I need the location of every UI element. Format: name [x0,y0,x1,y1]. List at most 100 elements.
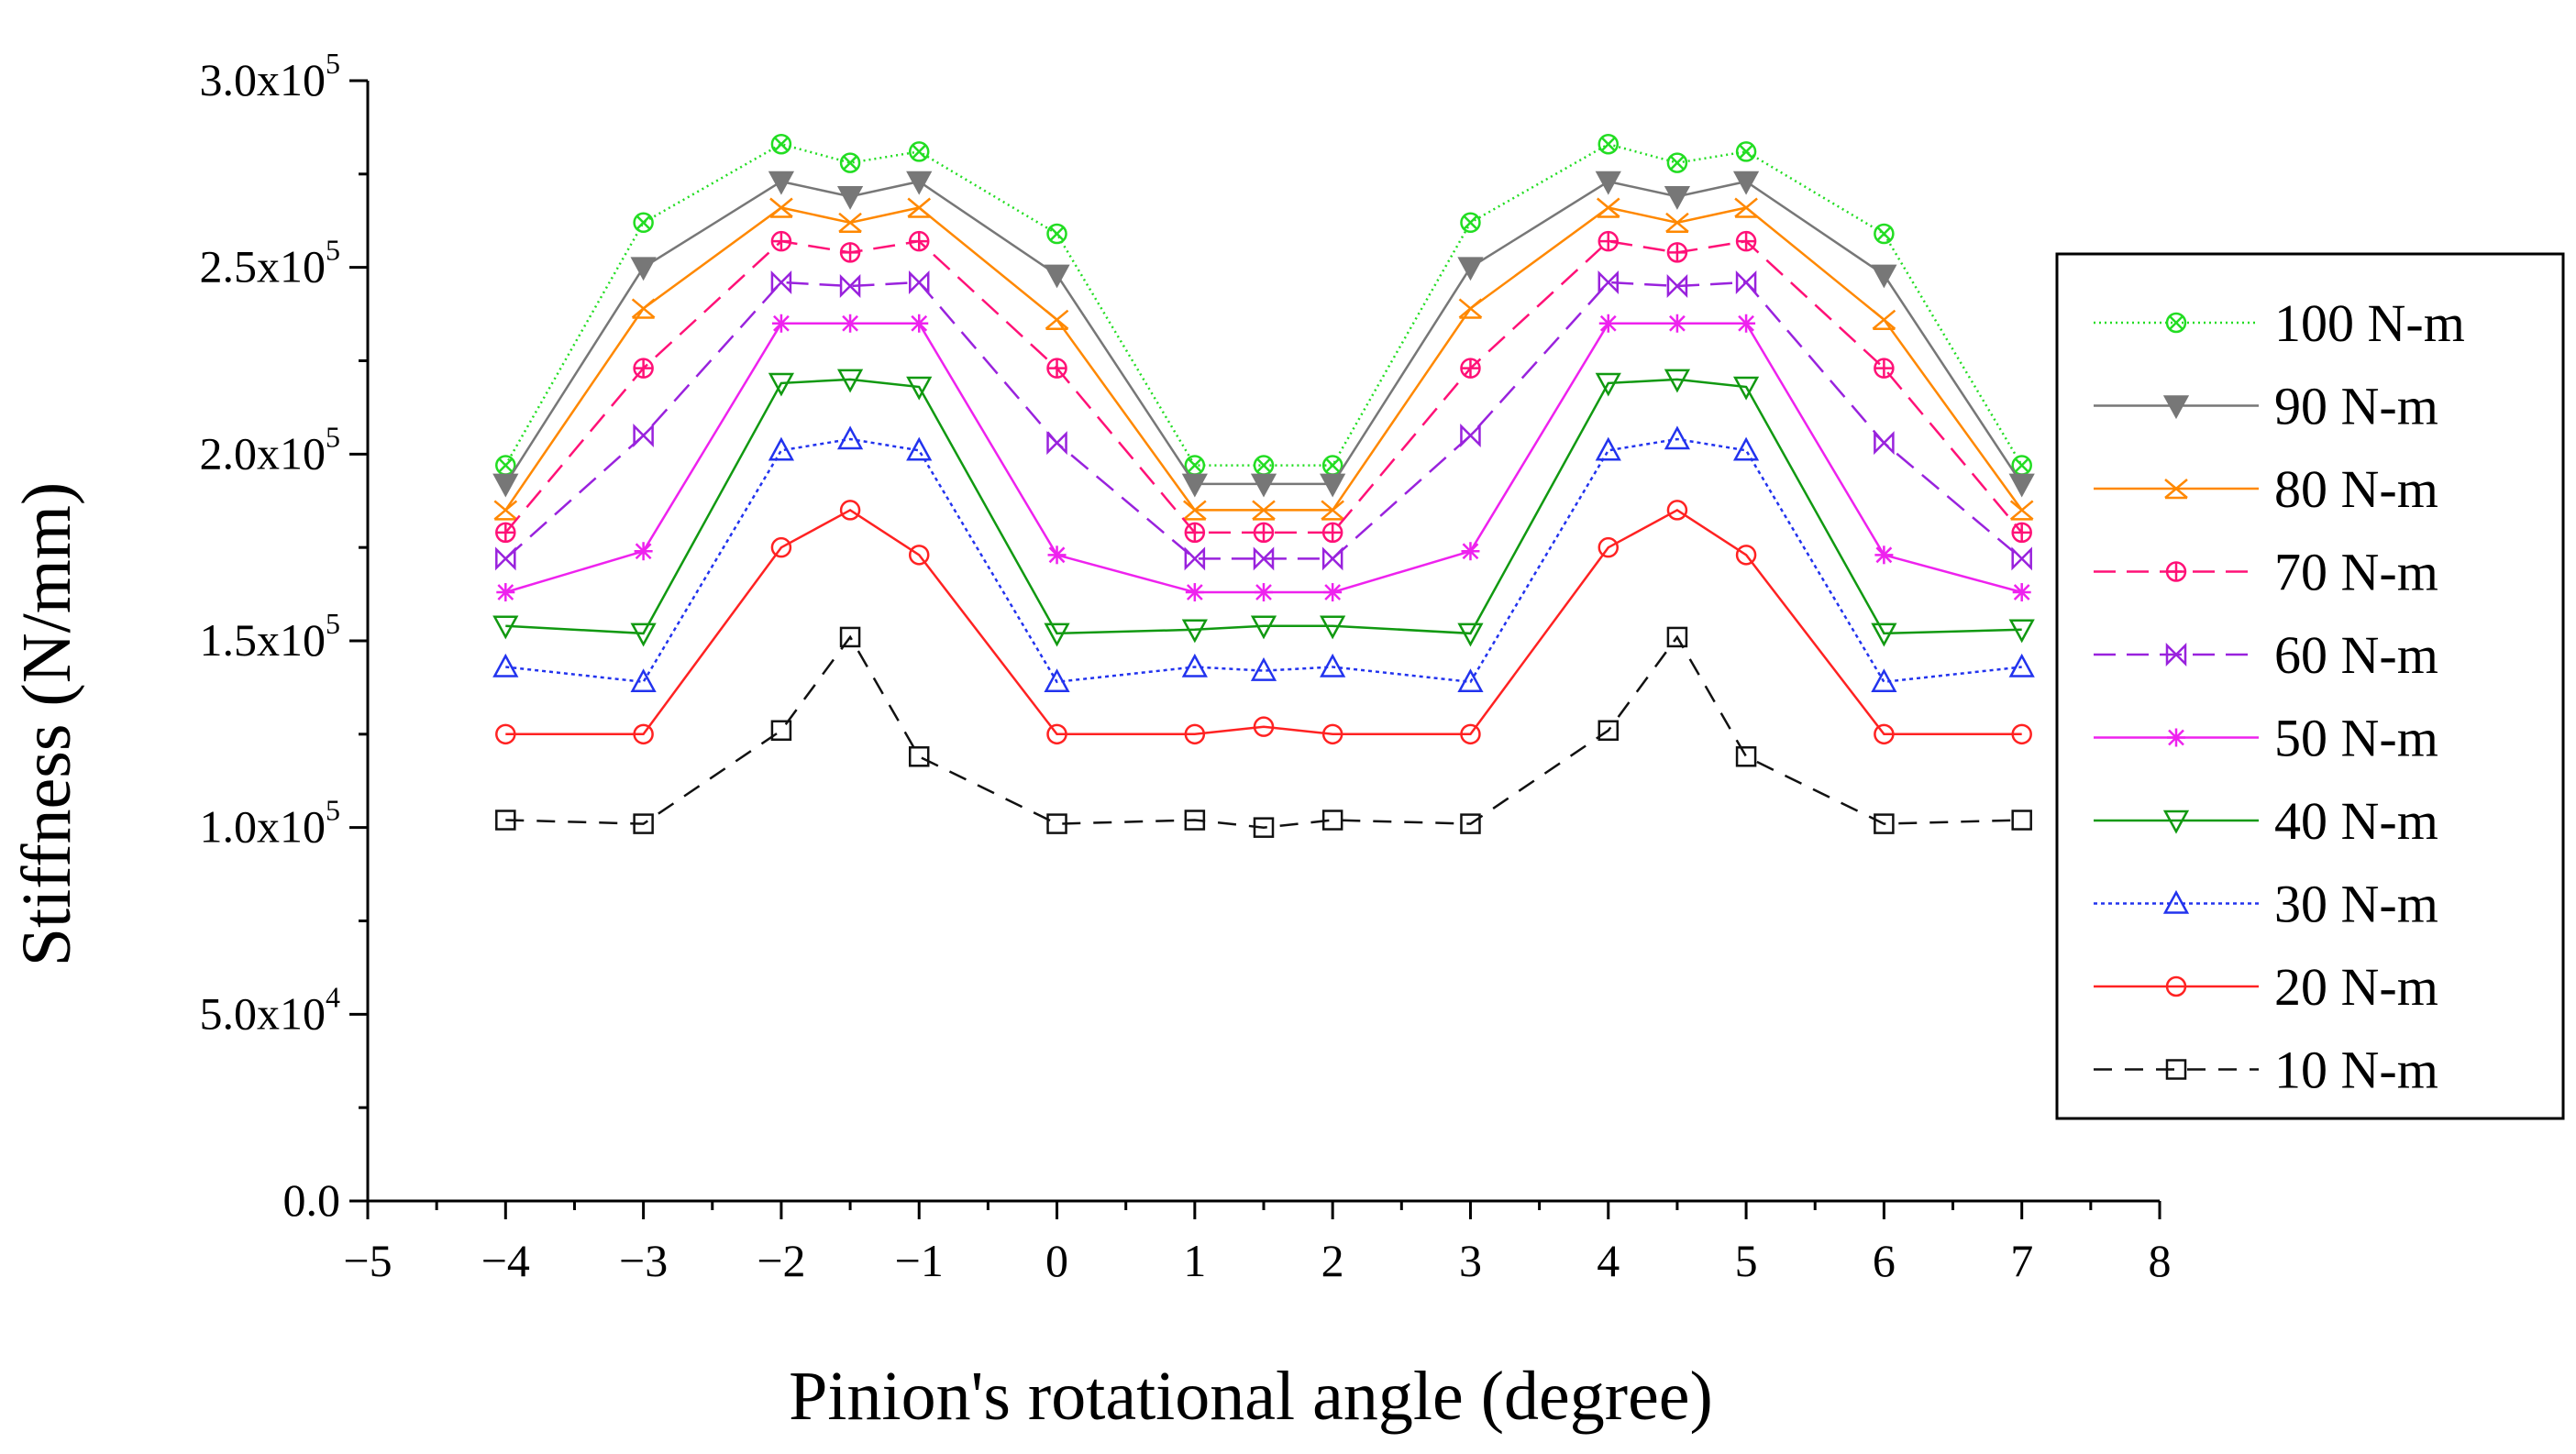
data-point [2011,723,2032,745]
data-point [1874,358,1895,379]
y-tick-label: 5.0x104 [200,980,341,1039]
data-point [839,500,861,521]
data-point [633,358,654,379]
data-point [1321,522,1343,544]
legend-marker [2165,642,2187,667]
data-point [630,257,657,281]
data-point [1046,431,1067,456]
x-tick-label: 3 [1459,1235,1482,1286]
legend-marker [2164,479,2188,500]
y-tick-label: 2.5x105 [200,234,341,292]
series-60-n-m [495,270,2032,571]
data-point [841,314,860,333]
data-point [1737,314,1756,333]
legend-item: 90 N-m [2094,377,2438,436]
data-point [1664,369,1691,393]
data-point [908,746,930,767]
data-point [1665,212,1689,234]
legend-marker [2165,561,2187,582]
data-point [768,372,795,397]
data-point [768,436,795,461]
y-tick-label: 3.0x105 [200,47,341,105]
data-point [770,133,792,155]
data-point [1598,270,1620,294]
series-100-n-m [495,133,2032,476]
data-point [1323,583,1343,602]
data-point [2008,473,2035,498]
legend-item: 40 N-m [2094,791,2438,851]
data-point [1460,212,1481,234]
legend-label: 40 N-m [2274,791,2438,851]
data-point [1664,425,1691,450]
series-10-n-m [495,626,2032,838]
data-point [1181,619,1208,644]
legend-marker [2167,728,2185,747]
series-line [504,239,2023,534]
data-point [1666,152,1688,173]
data-point [633,723,654,745]
x-tick-label: −1 [895,1235,944,1286]
legend-marker [2165,1059,2187,1080]
data-point [770,536,792,558]
x-tick-label: 1 [1183,1235,1206,1286]
legend-marker [2165,975,2187,997]
data-point [1457,622,1484,647]
legend-item: 70 N-m [2094,543,2438,602]
data-point [770,270,792,294]
legend-marker [2162,395,2190,420]
data-point [1598,230,1620,252]
data-point [836,369,864,393]
data-point [1321,546,1343,571]
data-point [1046,723,1067,745]
series-90-n-m [492,171,2035,498]
data-point [495,810,516,831]
data-point [493,500,518,521]
data-point [1732,171,1760,195]
data-point [1872,309,1896,330]
data-point [1460,358,1481,379]
x-tick-label: 2 [1321,1235,1344,1286]
data-point [1735,141,1757,162]
data-point [1732,376,1760,401]
data-point [1598,536,1620,558]
y-tick-label: 1.0x105 [200,794,341,853]
data-point [1046,223,1067,245]
legend-label: 100 N-m [2274,293,2465,353]
data-point [1250,473,1277,498]
data-point [1666,242,1688,263]
data-point [769,197,793,218]
data-point [630,668,657,693]
data-point [1321,500,1344,521]
data-point [1461,542,1480,561]
legend-label: 80 N-m [2274,459,2438,519]
data-point [2008,619,2035,644]
data-point [1044,668,1070,693]
data-point [1874,431,1895,456]
data-point [633,212,654,234]
data-point [1667,314,1686,333]
data-point [495,546,516,571]
data-point [496,583,515,602]
data-point [1321,810,1343,831]
data-point [2009,500,2034,521]
data-point [1458,298,1483,319]
legend-label: 10 N-m [2274,1041,2438,1100]
data-point [1252,500,1276,521]
data-point [630,622,657,647]
x-tick-label: −4 [481,1235,530,1286]
data-point [1321,723,1343,745]
data-point [910,314,929,333]
data-point [1321,455,1343,476]
data-point [1595,171,1621,195]
data-point [1253,817,1275,838]
data-point [1457,257,1484,281]
data-point [1735,270,1757,294]
series-layer [492,133,2035,838]
data-point [1598,720,1620,742]
x-tick-label: 6 [1873,1235,1896,1286]
data-point [908,230,930,252]
y-tick-label: 1.5x105 [200,607,341,666]
data-point [2012,583,2031,602]
data-point [1735,746,1757,767]
